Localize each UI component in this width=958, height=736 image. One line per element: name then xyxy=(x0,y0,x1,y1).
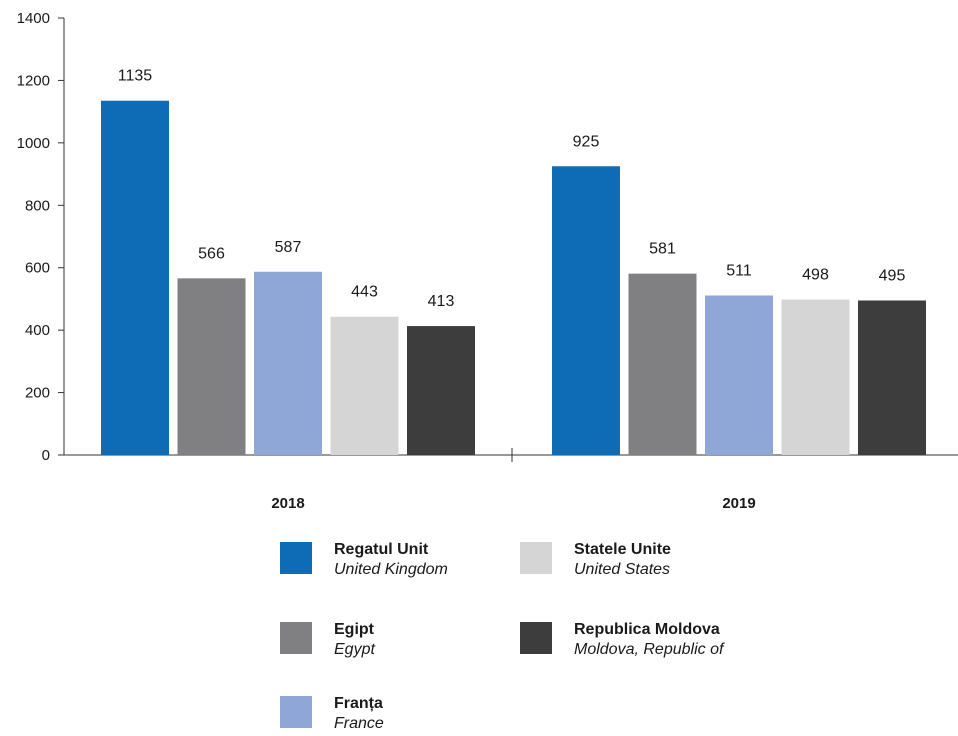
legend-name: Franța xyxy=(334,695,383,712)
bar-value-label: 413 xyxy=(428,293,455,310)
bar xyxy=(552,166,620,455)
legend-name: Republica Moldova xyxy=(574,621,720,638)
legend-name: Statele Unite xyxy=(574,541,671,558)
y-tick-label: 600 xyxy=(25,260,50,277)
bar-value-label: 495 xyxy=(879,267,906,284)
legend-text: Franța France xyxy=(334,694,384,734)
y-tick-label: 0 xyxy=(42,447,50,464)
bar xyxy=(407,326,475,455)
legend: Regatul Unit United Kingdom Egipt Egypt … xyxy=(280,540,800,732)
legend-swatch-franta xyxy=(280,696,312,728)
bar xyxy=(781,299,850,455)
bar-value-label: 925 xyxy=(573,133,600,150)
legend-subtitle: Egypt xyxy=(334,641,375,658)
legend-text: Statele Unite United States xyxy=(574,540,671,580)
bar-chart: 0 200 400 600 800 1000 1200 1400 1135 566 587 443 4… xyxy=(17,10,958,512)
bar xyxy=(254,271,322,455)
legend-item-statele-unite: Statele Unite United States xyxy=(520,540,760,582)
bar-value-label: 1135 xyxy=(118,68,153,85)
labels: 1135 566 587 443 413 2018 925 581 511 498 495 2019 xyxy=(118,68,906,512)
legend-subtitle: United Kingdom xyxy=(334,561,448,578)
y-tick-label: 400 xyxy=(25,322,50,339)
legend-name: Regatul Unit xyxy=(334,541,429,558)
bar-value-label: 498 xyxy=(802,267,829,284)
legend-subtitle: France xyxy=(334,715,384,732)
y-tick-label: 200 xyxy=(25,385,50,402)
legend-item-franta: Franța France xyxy=(280,694,520,736)
category-label: 2018 xyxy=(271,495,304,512)
legend-subtitle: United States xyxy=(574,561,671,578)
legend-swatch-egipt xyxy=(280,622,312,654)
legend-swatch-statele-unite xyxy=(520,542,552,574)
legend-text: Republica Moldova Moldova, Republic of xyxy=(574,620,723,660)
legend-text: Egipt Egypt xyxy=(334,620,375,660)
bar-value-label: 443 xyxy=(351,284,378,301)
bar-value-label: 581 xyxy=(649,241,676,258)
y-tick-label: 1400 xyxy=(17,10,50,27)
legend-item-egipt: Egipt Egypt xyxy=(280,620,520,662)
bars xyxy=(101,100,926,455)
bar xyxy=(628,273,697,455)
y-tick-label: 1000 xyxy=(17,135,50,152)
legend-text: Regatul Unit United Kingdom xyxy=(334,540,448,580)
legend-item-republica-moldova: Republica Moldova Moldova, Republic of xyxy=(520,620,760,662)
bar-value-label: 511 xyxy=(726,262,752,279)
bar-value-label: 587 xyxy=(275,239,302,256)
bar-value-label: 566 xyxy=(198,245,225,262)
category-label: 2019 xyxy=(722,495,755,512)
bar xyxy=(101,100,169,455)
bar xyxy=(177,278,246,455)
bar xyxy=(330,316,399,455)
legend-item-regatul-unit: Regatul Unit United Kingdom xyxy=(280,540,520,582)
legend-swatch-republica-moldova xyxy=(520,622,552,654)
bar xyxy=(858,300,926,455)
y-tick-label: 800 xyxy=(25,197,50,214)
y-tick-label: 1200 xyxy=(17,72,50,89)
legend-subtitle: Moldova, Republic of xyxy=(574,641,724,658)
legend-swatch-regatul-unit xyxy=(280,542,312,574)
legend-name: Egipt xyxy=(334,621,374,638)
bar xyxy=(705,295,773,455)
